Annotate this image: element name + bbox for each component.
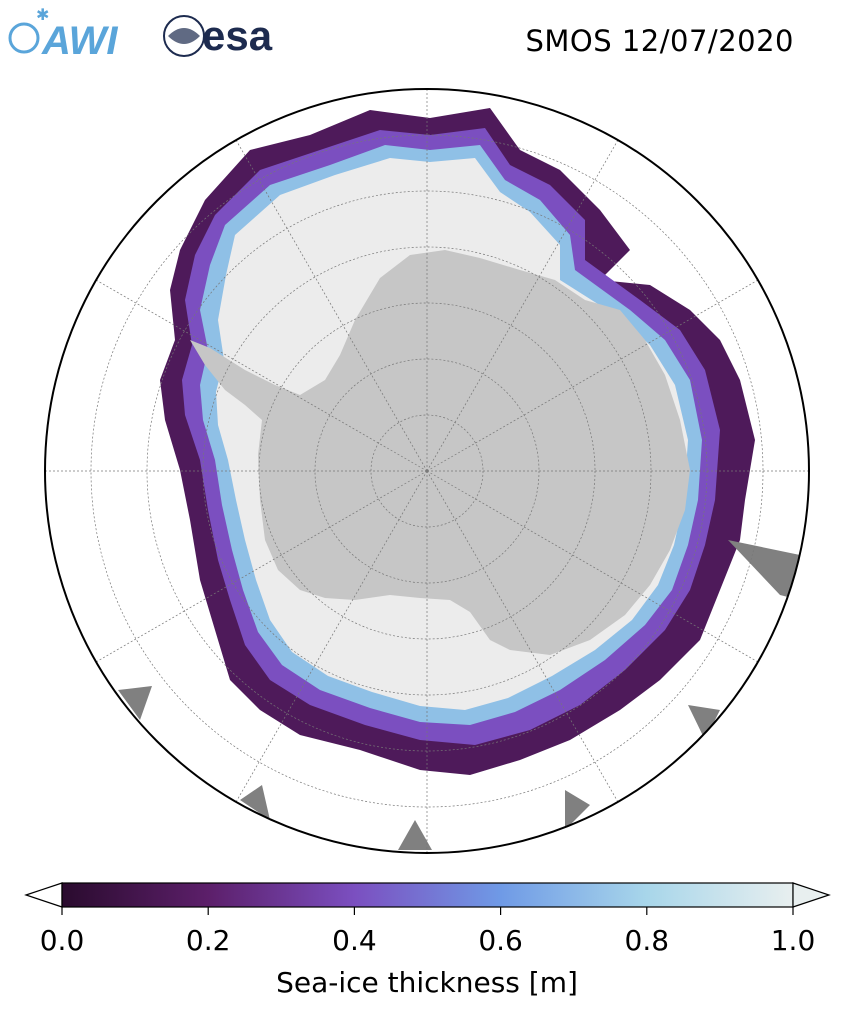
awi-globe-icon xyxy=(8,22,40,54)
polar-map xyxy=(44,88,810,854)
awi-star-icon: ✱ xyxy=(36,6,49,24)
awi-logo: ✱ AWI xyxy=(8,6,118,62)
colorbar-extend-high xyxy=(792,882,831,908)
esa-logo: esa xyxy=(163,12,273,59)
esa-emblem-swoosh-icon xyxy=(168,28,200,44)
colorbar-tick-label: 0.4 xyxy=(332,924,377,957)
colorbar: 0.0 0.2 0.4 0.6 0.8 1.0 Sea-ice thickness [m] xyxy=(24,882,831,999)
no-data-patch-east xyxy=(728,540,800,600)
no-data-patch-sw1 xyxy=(240,785,270,820)
esa-emblem-icon xyxy=(163,15,205,57)
colorbar-tick-label: 0.0 xyxy=(40,924,85,957)
colorbar-tick-label: 0.2 xyxy=(186,924,231,957)
colorbar-tick-label: 0.8 xyxy=(625,924,670,957)
map-boundary xyxy=(44,88,810,854)
colorbar-gradient xyxy=(61,882,794,908)
esa-logo-text: esa xyxy=(202,12,273,59)
map-title: SMOS 12/07/2020 xyxy=(525,24,794,58)
no-data-patch-se xyxy=(688,705,720,740)
graticule xyxy=(45,89,809,853)
colorbar-tick-label: 1.0 xyxy=(771,924,816,957)
logos: ✱ AWI esa xyxy=(8,6,273,62)
colorbar-tick-label: 0.6 xyxy=(478,924,523,957)
antarctica-land xyxy=(190,250,690,655)
awi-logo-text: AWI xyxy=(41,19,118,62)
no-data-patch-south1 xyxy=(565,790,590,830)
colorbar-extend-low xyxy=(24,882,63,908)
colorbar-ticks: 0.0 0.2 0.4 0.6 0.8 1.0 xyxy=(40,907,816,957)
no-data-patch-south2 xyxy=(398,820,432,850)
no-data-patch-sw2 xyxy=(118,686,152,720)
colorbar-label: Sea-ice thickness [m] xyxy=(276,966,578,999)
